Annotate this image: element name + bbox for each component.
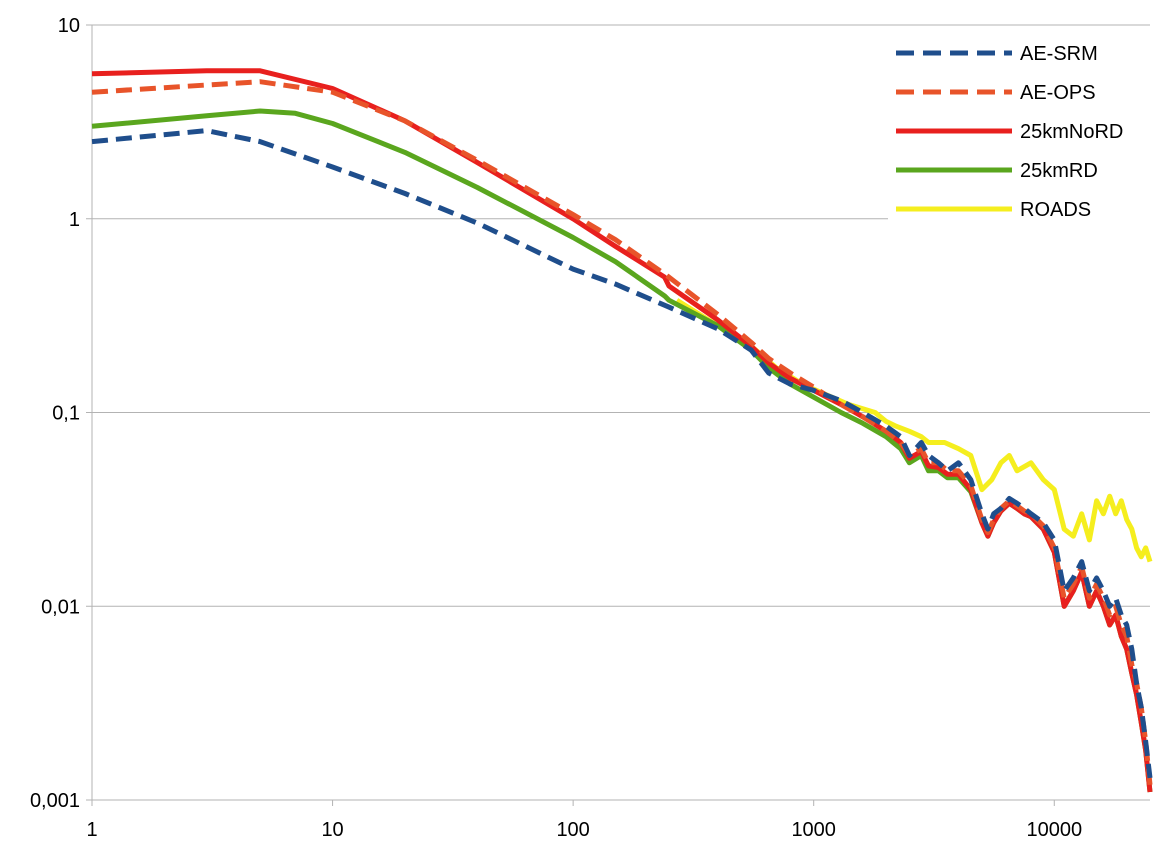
x-tick-label-0: 1 [86,819,97,841]
x-tick-label-2: 100 [556,819,589,841]
series-line-ae-ops [91,79,1153,785]
x-tick-label-1: 10 [321,819,343,841]
legend-label-ae-srm: AE-SRM [1020,43,1098,65]
series-lines [91,68,1153,793]
legend-label-25kmrd: 25kmRD [1020,160,1098,182]
x-tick-label-3: 1000 [791,819,836,841]
y-tick-label-2: 0,1 [52,403,80,425]
y-tick-label-4: 10 [58,15,80,37]
y-tick-label-1: 0,01 [41,596,80,618]
legend-label-ae-ops: AE-OPS [1020,82,1096,104]
legend: AE-SRM AE-OPS 25kmNoRD 25kmRD ROADS [888,32,1150,228]
legend-label-roads: ROADS [1020,199,1091,221]
x-tick-label-4: 10000 [1026,819,1082,841]
y-tick-label-3: 1 [69,209,80,231]
y-tick-label-0: 0,001 [30,790,80,812]
y-tick-labels: 0,001 0,01 0,1 1 10 [30,15,92,812]
x-tick-labels: 1 10 100 1000 10000 [86,800,1082,841]
legend-label-25kmnord: 25kmNoRD [1020,121,1123,143]
series-line-ae-srm [91,128,1153,779]
